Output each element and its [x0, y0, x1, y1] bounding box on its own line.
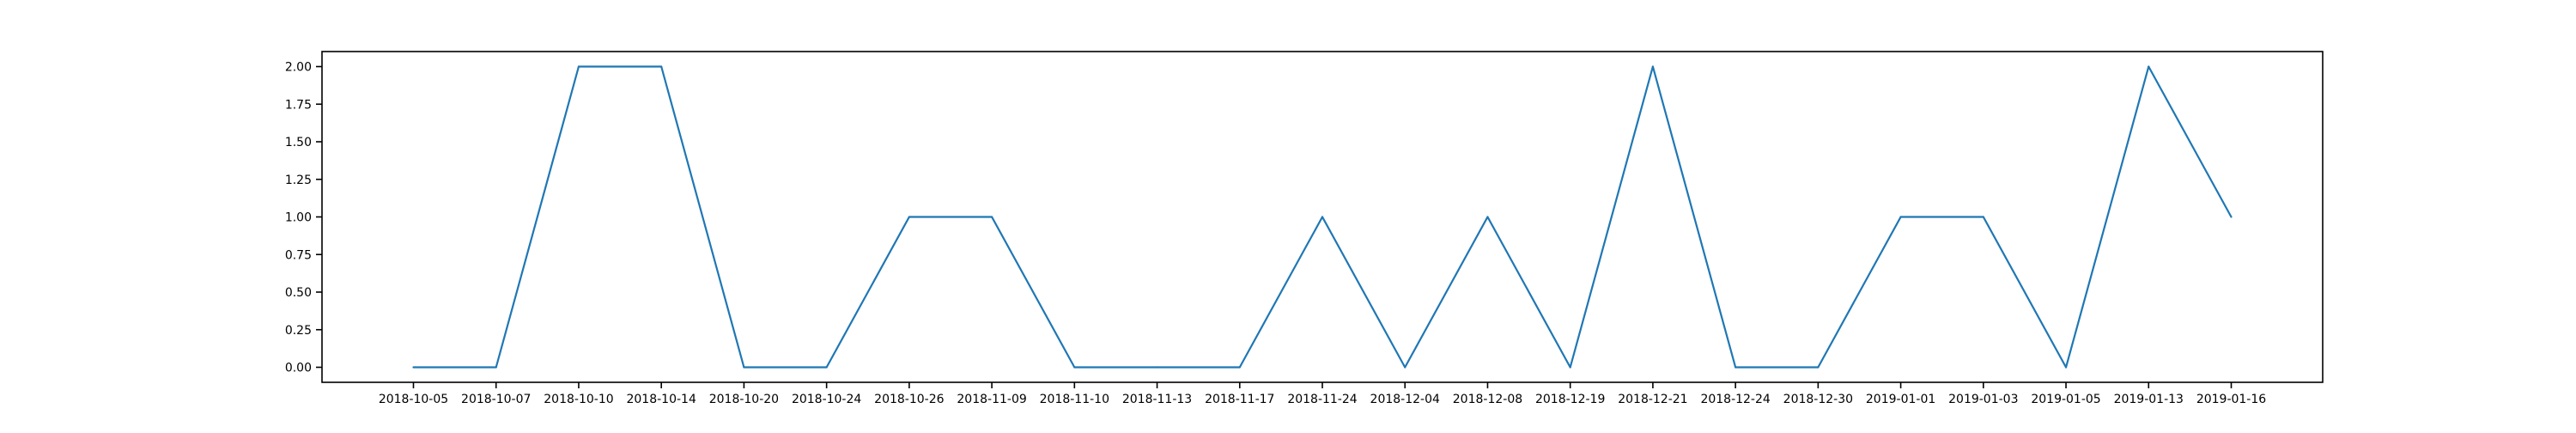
x-tick-label: 2018-10-24	[792, 393, 861, 406]
x-tick-label: 2018-10-07	[461, 393, 531, 406]
x-tick-label: 2019-01-03	[1948, 393, 2018, 406]
x-tick-label: 2018-10-10	[544, 393, 613, 406]
x-tick-label: 2019-01-16	[2196, 393, 2266, 406]
x-tick-label: 2018-12-21	[1618, 393, 1687, 406]
y-tick-label: 0.25	[285, 324, 312, 338]
plot-area-frame	[321, 51, 2324, 383]
x-tick-label: 2018-11-24	[1287, 393, 1357, 406]
data-point	[2064, 366, 2068, 369]
data-point	[412, 366, 415, 369]
y-tick-label: 0.00	[285, 362, 312, 375]
x-tick-label: 2018-12-24	[1700, 393, 1770, 406]
y-tick-label: 2.00	[285, 61, 312, 75]
x-tick-label: 2019-01-01	[1866, 393, 1935, 406]
y-axis: 0.00 0.25 0.50 0.75 1.00 1.25 1.50 1.75 2.00	[285, 61, 322, 375]
data-point	[908, 216, 910, 218]
data-point	[1404, 366, 1406, 369]
x-tick-label: 2018-10-05	[379, 393, 448, 406]
x-tick-label: 2018-10-20	[709, 393, 779, 406]
data-point	[1899, 216, 1902, 218]
y-tick-label: 1.75	[285, 98, 312, 112]
y-tick-label: 1.25	[285, 174, 312, 187]
x-tick-label: 2018-12-30	[1783, 393, 1853, 406]
x-tick-label: 2018-12-04	[1370, 393, 1440, 406]
data-point	[743, 366, 745, 369]
data-point	[1735, 366, 1737, 369]
data-point	[1486, 216, 1489, 218]
x-tick-label: 2018-11-13	[1122, 393, 1192, 406]
y-tick-label: 1.50	[285, 136, 312, 149]
x-axis: 2018-10-05 2018-10-07 2018-10-10 2018-10-14…	[379, 382, 2266, 406]
x-tick-label: 2018-11-10	[1040, 393, 1109, 406]
data-point	[495, 366, 497, 369]
x-tick-label: 2018-12-08	[1453, 393, 1522, 406]
data-point	[990, 216, 993, 218]
y-tick-label: 1.00	[285, 211, 312, 225]
data-point	[1982, 216, 1984, 218]
data-point	[660, 65, 663, 68]
x-tick-label: 2018-11-17	[1205, 393, 1274, 406]
y-tick-label: 0.50	[285, 286, 312, 300]
x-tick-label: 2018-10-14	[626, 393, 696, 406]
data-point	[1817, 366, 1820, 369]
data-point	[1238, 366, 1241, 369]
data-point	[1321, 216, 1324, 218]
data-point	[2230, 216, 2233, 218]
x-tick-label: 2018-12-19	[1535, 393, 1605, 406]
y-tick-label: 0.75	[285, 248, 312, 262]
data-point	[1569, 366, 1571, 369]
data-point	[2148, 65, 2150, 68]
data-point	[1651, 65, 1655, 68]
data-point	[577, 65, 580, 68]
x-tick-label: 2019-01-05	[2031, 393, 2100, 406]
data-point	[825, 366, 828, 369]
data-point	[1156, 366, 1158, 369]
x-tick-label: 2018-11-09	[957, 393, 1026, 406]
series-layer	[412, 65, 2233, 369]
x-tick-label: 2018-10-26	[874, 393, 944, 406]
data-point	[1073, 366, 1076, 369]
x-tick-label: 2019-01-13	[2114, 393, 2184, 406]
